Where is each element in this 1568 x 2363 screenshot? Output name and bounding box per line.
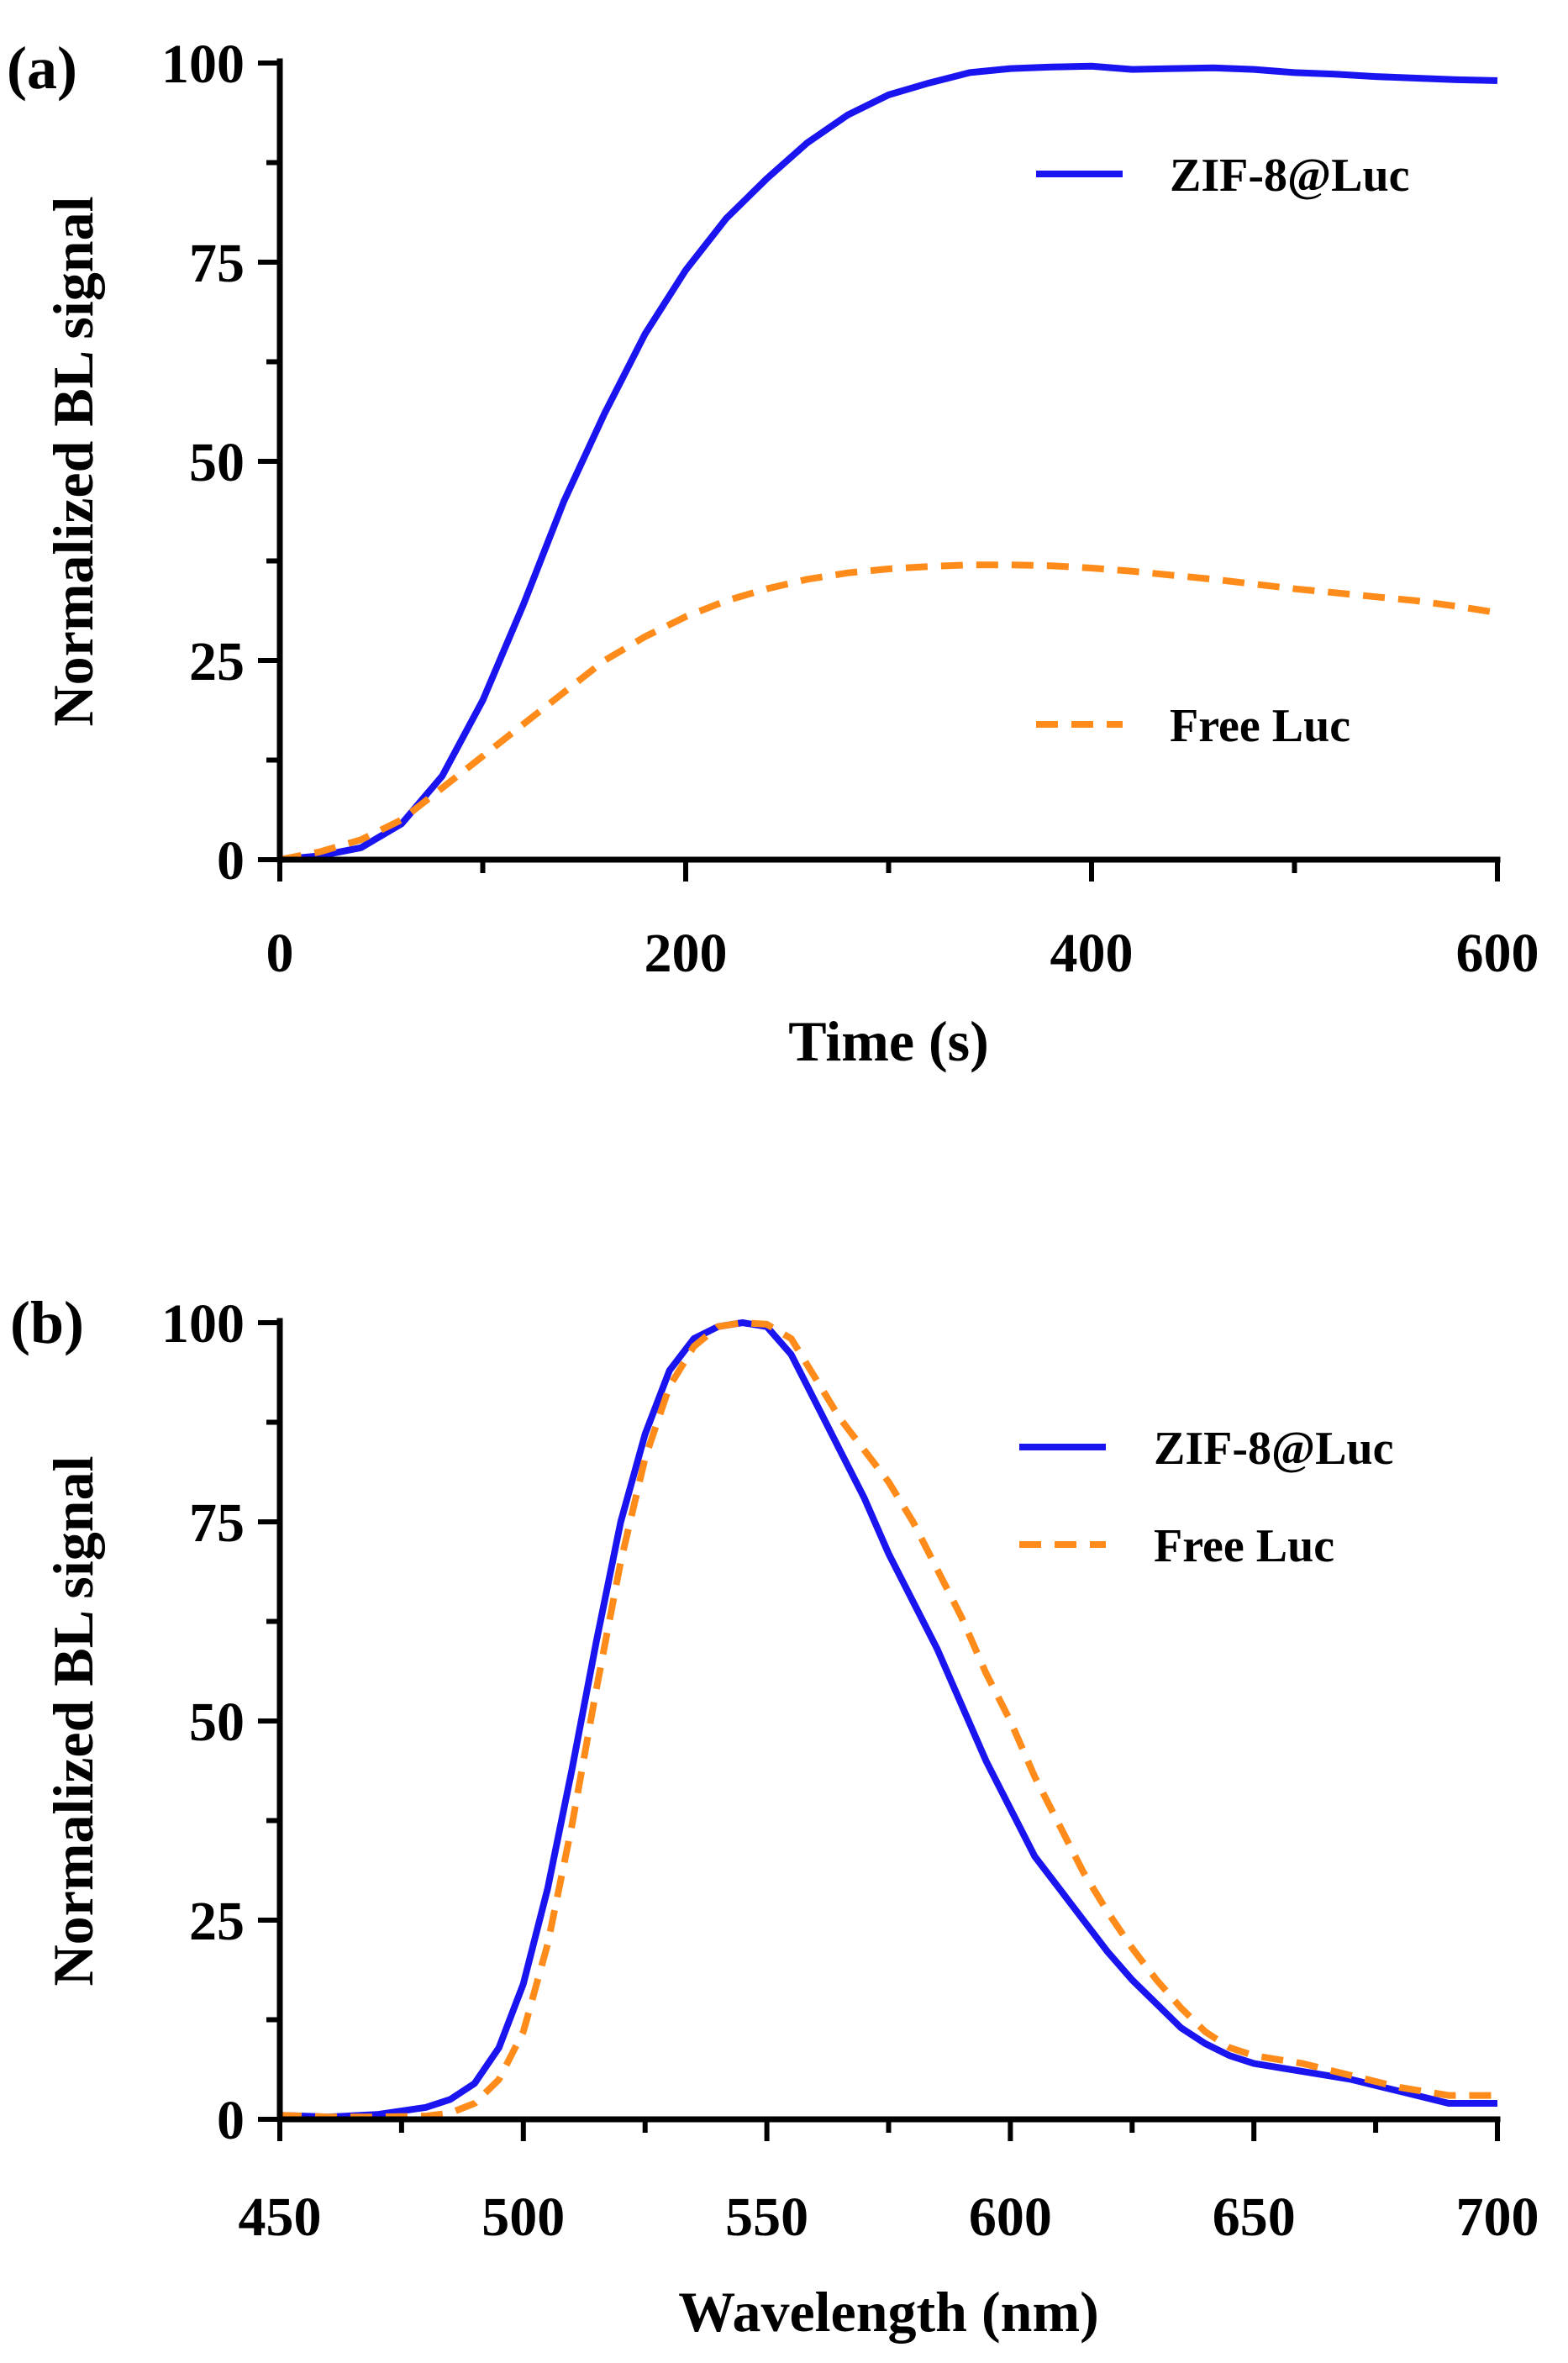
y-axis-title: Normalized BL signal	[41, 197, 105, 727]
y-tick-label: 75	[189, 1492, 245, 1554]
y-tick-label: 25	[189, 631, 245, 692]
legend-label-0: ZIF-8@Luc	[1170, 150, 1409, 202]
y-tick-label: 50	[189, 432, 245, 493]
x-tick-label: 650	[1213, 2187, 1296, 2248]
x-tick-label: 450	[239, 2187, 322, 2248]
x-axis-title: Time (s)	[788, 1009, 989, 1073]
x-tick-label: 0	[266, 923, 294, 984]
legend-label-1: Free Luc	[1170, 700, 1350, 752]
y-tick-label: 25	[189, 1891, 245, 1952]
y-tick-label: 50	[189, 1692, 245, 1753]
x-tick-label: 600	[969, 2187, 1052, 2248]
x-tick-label: 700	[1456, 2187, 1539, 2248]
x-tick-label: 600	[1456, 923, 1539, 984]
series-line-1	[279, 1319, 1497, 2121]
panel-a: (a) 0 25 50 75 100 0 200 400 600 Time (s) Normalize…	[7, 34, 1539, 1073]
x-tick-label: 550	[725, 2187, 808, 2248]
y-tick-label: 100	[161, 1293, 245, 1355]
y-tick-label: 75	[189, 233, 245, 294]
legend-label-1: Free Luc	[1154, 1520, 1334, 1572]
panel-label: (b)	[10, 1289, 84, 1356]
legend-label-0: ZIF-8@Luc	[1154, 1423, 1393, 1475]
y-tick-label: 0	[217, 830, 245, 892]
panel-label: (a)	[7, 34, 77, 102]
x-tick-label: 400	[1050, 923, 1134, 984]
y-tick-label: 0	[217, 2090, 245, 2151]
x-axis-title: Wavelength (nm)	[678, 2280, 1099, 2344]
x-tick-label: 200	[645, 923, 728, 984]
panel-b: (b) 0 25 50 75 100 450 500 550 600 650 700 Wavelengt…	[10, 1289, 1539, 2344]
y-tick-label: 100	[161, 34, 245, 95]
series-line-1	[279, 561, 1498, 863]
series-line-0	[279, 62, 1498, 863]
y-axis-title: Normalized BL signal	[41, 1456, 105, 1987]
x-tick-label: 500	[481, 2187, 565, 2248]
series-line-0	[279, 1319, 1497, 2121]
